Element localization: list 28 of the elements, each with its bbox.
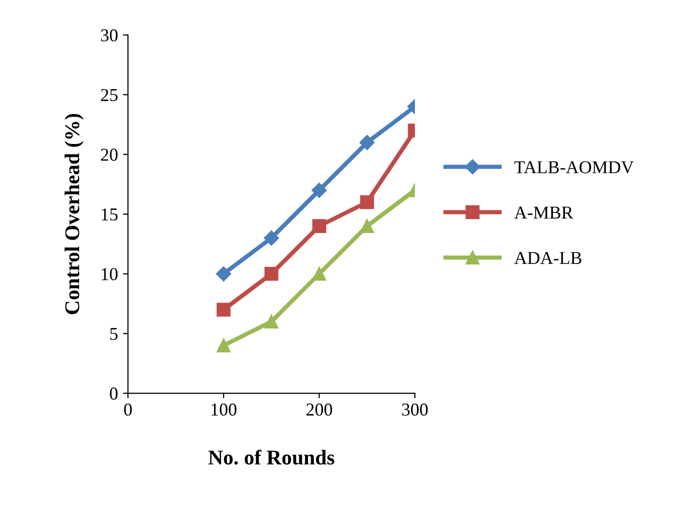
x-tick-label: 0: [124, 404, 132, 416]
x-axis-title: No. of Rounds: [208, 450, 334, 465]
point: [264, 266, 278, 281]
y-tick-label: 15: [102, 208, 118, 221]
x-tick-label: 200: [306, 404, 332, 416]
y-tick-label: 5: [110, 328, 118, 340]
point: [312, 219, 326, 234]
x-tick-label: 300: [402, 404, 428, 416]
y-tick-label: 20: [100, 148, 118, 161]
point: [264, 230, 279, 246]
legend-label: TALB-AOMDV: [514, 161, 634, 174]
point: [216, 302, 231, 317]
point: [360, 195, 374, 210]
point: [264, 314, 278, 329]
point: [216, 266, 232, 282]
legend-label: ADA-LB: [514, 252, 582, 264]
point: [312, 266, 326, 281]
point: [360, 219, 374, 234]
y-tick-label: 25: [100, 89, 118, 102]
legend-label: A-MBR: [514, 206, 574, 219]
y-tick-label: 10: [102, 268, 118, 280]
y-tick-label: 30: [101, 29, 118, 42]
point: [216, 338, 231, 352]
y-tick-label: 0: [110, 388, 118, 400]
x-tick-label: 100: [212, 404, 236, 416]
point: [359, 134, 375, 150]
y-axis-title: Control Overhead (%): [64, 114, 84, 314]
point: [312, 182, 327, 198]
